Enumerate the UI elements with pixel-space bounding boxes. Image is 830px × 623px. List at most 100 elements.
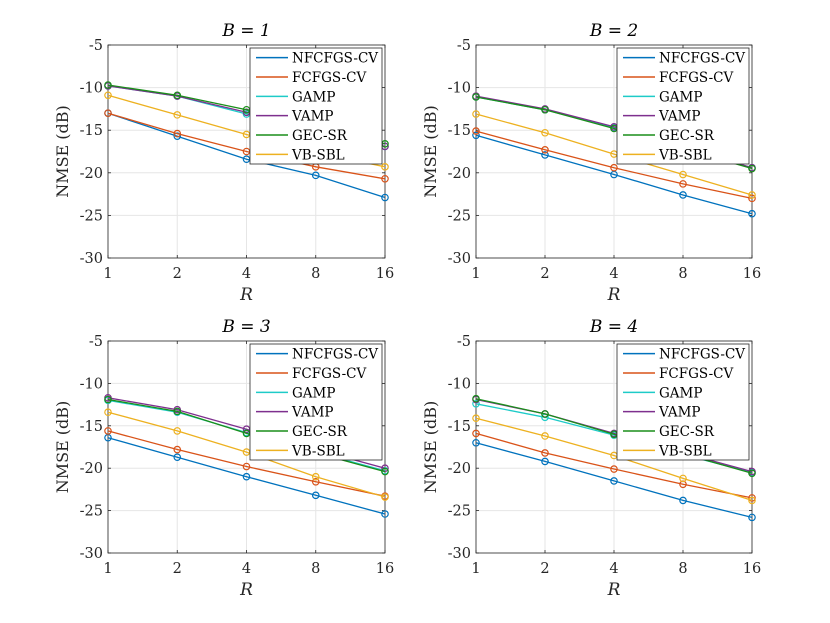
y-tick-label: -15 — [448, 419, 471, 435]
data-point — [541, 145, 549, 154]
legend-label: GAMP — [659, 385, 702, 401]
data-point — [679, 474, 687, 483]
series-line-2 — [475, 432, 753, 499]
data-point — [472, 131, 480, 140]
series-line-6 — [475, 417, 753, 502]
data-point — [173, 453, 182, 461]
legend: NFCFGS-CV FCFGS-CV GAMP VAMP GEC-SR VB-SBL — [616, 343, 750, 461]
x-tick-label: 1 — [103, 561, 112, 577]
chart-panel-1: -5 -10 -15 -20 -25 -301 2 4 8 16 B = 1 R NMSE (dB) NF… — [53, 21, 394, 305]
data-point — [472, 93, 480, 101]
x-tick-label: 16 — [743, 266, 761, 282]
data-point — [104, 408, 112, 417]
x-tick-label: 8 — [678, 561, 687, 577]
x-tick-label: 16 — [743, 561, 761, 577]
chart-panel-2: -5 -10 -15 -20 -25 -301 2 4 8 16 B = 2 R NMSE (dB) NF… — [421, 21, 761, 305]
chart-title: B = 3 — [221, 317, 270, 337]
legend-label: VAMP — [291, 109, 334, 125]
x-tick-label: 4 — [242, 561, 251, 577]
legend-label: VB-SBL — [291, 147, 345, 163]
series-line-6 — [107, 411, 386, 498]
y-tick-label: -25 — [448, 208, 471, 224]
series-line-2 — [107, 430, 386, 497]
data-point — [173, 91, 182, 100]
chart-title: B = 4 — [589, 317, 638, 337]
data-point — [472, 414, 480, 422]
data-point — [541, 151, 549, 159]
data-point — [541, 432, 549, 440]
x-tick-label: 16 — [376, 561, 394, 577]
data-point — [541, 105, 549, 114]
data-point — [381, 163, 389, 171]
data-point — [610, 163, 618, 172]
data-point — [242, 462, 251, 471]
series-line-1 — [475, 442, 753, 519]
y-tick-label: -10 — [448, 376, 471, 392]
data-point — [748, 209, 756, 218]
x-tick-label: 2 — [540, 266, 549, 282]
legend-box — [616, 47, 750, 165]
legend-label: NFCFGS-CV — [292, 347, 378, 363]
y-tick-label: -30 — [448, 546, 471, 562]
x-tick-label: 2 — [173, 561, 182, 577]
x-axis-label: R — [607, 285, 621, 305]
data-point — [541, 457, 549, 466]
y-axis-label: NMSE (dB) — [53, 401, 72, 494]
y-tick-label: -15 — [80, 419, 103, 435]
data-point — [104, 81, 112, 89]
y-tick-label: -5 — [457, 38, 471, 54]
data-point — [541, 449, 549, 457]
x-tick-label: 16 — [376, 266, 394, 282]
data-point — [610, 465, 618, 473]
y-tick-label: -20 — [448, 461, 471, 477]
data-point — [679, 496, 687, 505]
y-tick-label: -30 — [448, 251, 471, 267]
data-point — [173, 427, 182, 435]
data-point — [679, 191, 687, 199]
legend-label: GEC-SR — [659, 424, 715, 440]
y-tick-label: -5 — [89, 334, 103, 350]
data-point — [472, 127, 480, 135]
x-axis-label: R — [607, 580, 621, 600]
data-point — [748, 191, 756, 199]
data-point — [381, 193, 389, 202]
data-point — [104, 109, 112, 117]
series-line-2 — [107, 112, 386, 180]
data-point — [472, 438, 480, 447]
legend-label: GAMP — [292, 385, 335, 401]
data-point — [541, 128, 549, 137]
y-tick-label: -15 — [448, 123, 471, 139]
y-tick-label: -20 — [448, 166, 471, 182]
legend: NFCFGS-CV FCFGS-CV GAMP VAMP GEC-SR VB-SBL — [249, 47, 383, 165]
data-point — [472, 429, 480, 438]
y-tick-label: -25 — [80, 208, 103, 224]
y-tick-label: -15 — [80, 123, 103, 139]
legend: NFCFGS-CV FCFGS-CV GAMP VAMP GEC-SR VB-SBL — [616, 47, 750, 165]
data-point — [679, 170, 687, 179]
data-point — [311, 477, 320, 486]
data-point — [311, 491, 320, 500]
data-point — [610, 477, 618, 485]
y-tick-label: -10 — [448, 81, 471, 97]
data-point — [381, 493, 389, 501]
y-tick-label: -5 — [457, 334, 471, 350]
data-point — [472, 110, 480, 118]
legend-label: VB-SBL — [291, 443, 345, 459]
legend-label: VAMP — [658, 109, 701, 125]
legend-label: VB-SBL — [658, 147, 712, 163]
legend-box — [616, 343, 750, 461]
legend-label: GEC-SR — [292, 128, 348, 144]
x-tick-label: 1 — [471, 561, 480, 577]
legend-label: GEC-SR — [659, 128, 715, 144]
legend-label: GAMP — [659, 89, 702, 105]
y-tick-label: -30 — [80, 251, 103, 267]
legend-label: NFCFGS-CV — [659, 51, 745, 67]
data-point — [104, 427, 112, 435]
chart-panel-3: -5 -10 -15 -20 -25 -301 2 4 8 16 B = 3 R NMSE (dB) NF… — [53, 317, 394, 600]
data-point — [104, 395, 112, 404]
x-tick-label: 8 — [311, 561, 320, 577]
x-tick-label: 1 — [103, 266, 112, 282]
data-point — [173, 407, 182, 416]
data-point — [748, 513, 756, 522]
x-tick-label: 2 — [540, 561, 549, 577]
